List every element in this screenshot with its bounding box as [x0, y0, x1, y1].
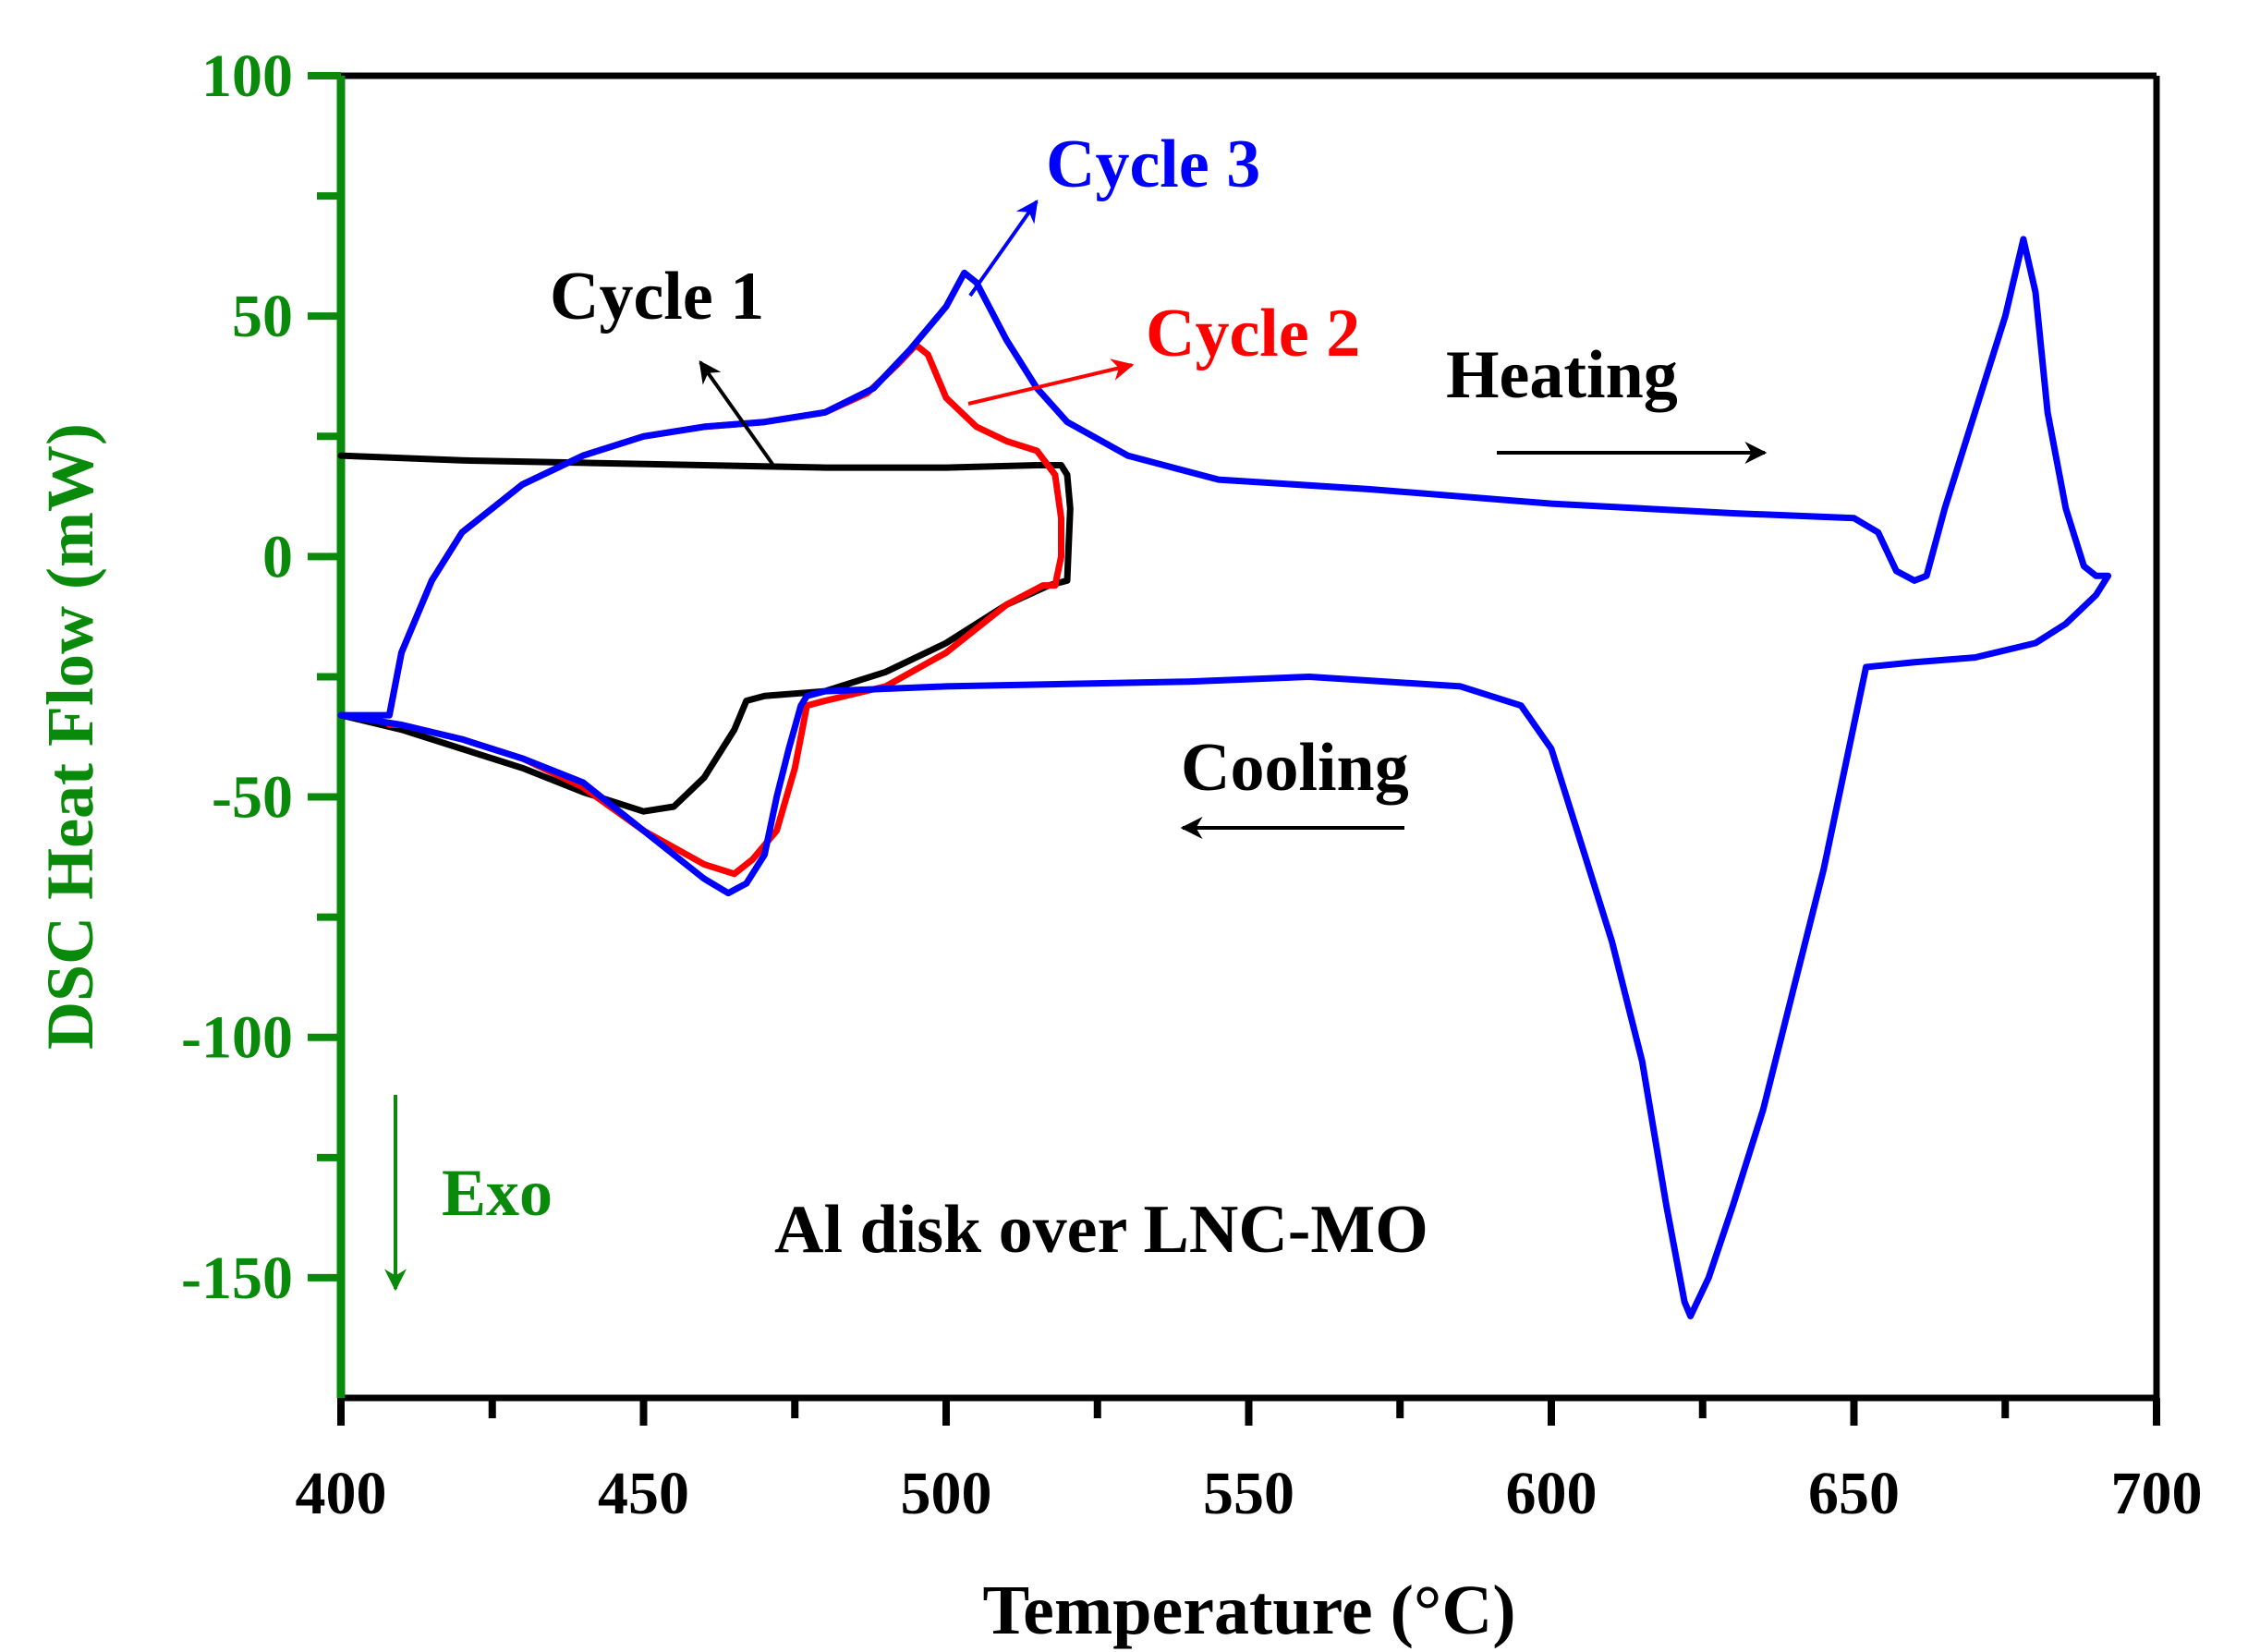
cycle1-arrow — [699, 360, 776, 468]
cycle1-label: Cycle 1 — [550, 259, 764, 334]
x-tick-label: 450 — [598, 1460, 689, 1527]
cycle2-label: Cycle 2 — [1146, 296, 1360, 371]
series-layer — [337, 236, 2112, 1319]
cycle2-arrow — [967, 358, 1135, 406]
x-tick-label: 550 — [1203, 1460, 1294, 1527]
x-tick-label: 700 — [2111, 1460, 2203, 1527]
y-tick-label: 100 — [201, 43, 293, 110]
y-tick-label: -50 — [212, 764, 293, 832]
y-ticks: 100 50 0 -50 -100 -150 — [181, 43, 341, 1312]
heating-label: Heating — [1446, 337, 1678, 413]
x-tick-label: 400 — [296, 1460, 387, 1527]
y-axis-title: DSC Heat Flow (mW) — [33, 423, 107, 1050]
y-tick-label: 0 — [262, 523, 293, 590]
x-axis-title: Temperature (°C) — [982, 1572, 1515, 1649]
x-ticks: 400 450 500 550 600 650 700 — [296, 1398, 2203, 1527]
y-tick-label: -150 — [181, 1245, 293, 1312]
cooling-label: Cooling — [1181, 730, 1409, 806]
y-tick-label: 50 — [232, 283, 293, 350]
x-tick-label: 600 — [1506, 1460, 1598, 1527]
series-line-cycle-3 — [337, 236, 2112, 1319]
x-tick-label: 650 — [1808, 1460, 1900, 1527]
cycle3-label: Cycle 3 — [1046, 127, 1260, 202]
cycle3-arrow — [968, 200, 1039, 298]
series-line-cycle-1 — [337, 452, 1074, 815]
sample-label: Al disk over LNC-MO — [774, 1192, 1428, 1268]
y-tick-label: -100 — [181, 1004, 293, 1072]
x-tick-label: 500 — [901, 1460, 992, 1527]
exo-label: Exo — [442, 1156, 553, 1230]
